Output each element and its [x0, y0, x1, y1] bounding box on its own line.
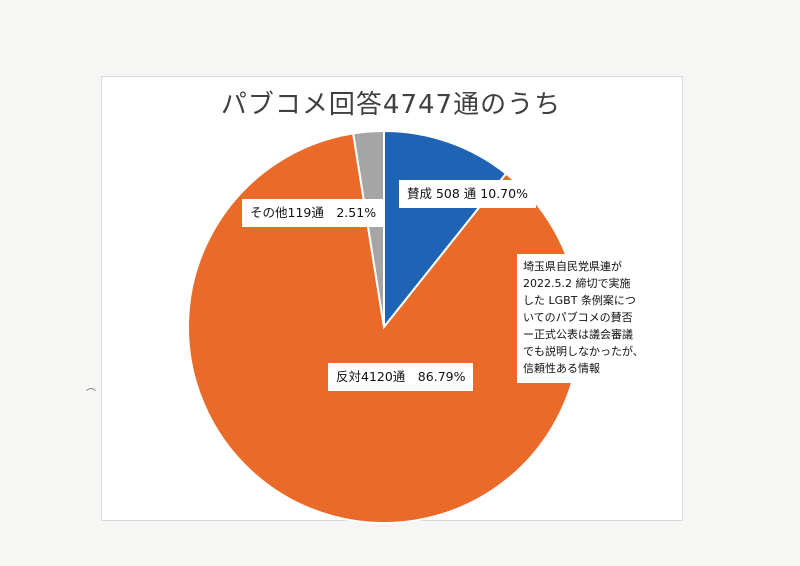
pie-slice-other [352, 129, 385, 328]
annotation-line: した LGBT 条例案につ [523, 294, 636, 307]
annotation-note: 埼玉県自民党県連が 2022.5.2 締切で実施 した LGBT 条例案につ い… [517, 254, 649, 383]
annotation-line: 埼玉県自民党県連が [523, 260, 622, 273]
slice-label-oppose: 反対4120通 86.79% [328, 363, 474, 391]
annotation-line: 2022.5.2 締切で実施 [523, 277, 631, 290]
annotation-line: でも説明しなかったが、 [523, 345, 644, 358]
slice-label-other: その他119通 2.51% [242, 199, 385, 227]
scan-mark: ⌒ [86, 389, 96, 400]
chart-title: パブコメ回答4747通のうち [220, 90, 562, 120]
annotation-line: ー正式公表は議会審議 [523, 328, 633, 341]
slice-label-approve: 賛成 508 通 10.70% [399, 180, 536, 208]
annotation-line: いてのパブコメの賛否 [523, 311, 633, 324]
annotation-line: 信頼性ある情報 [523, 362, 600, 375]
